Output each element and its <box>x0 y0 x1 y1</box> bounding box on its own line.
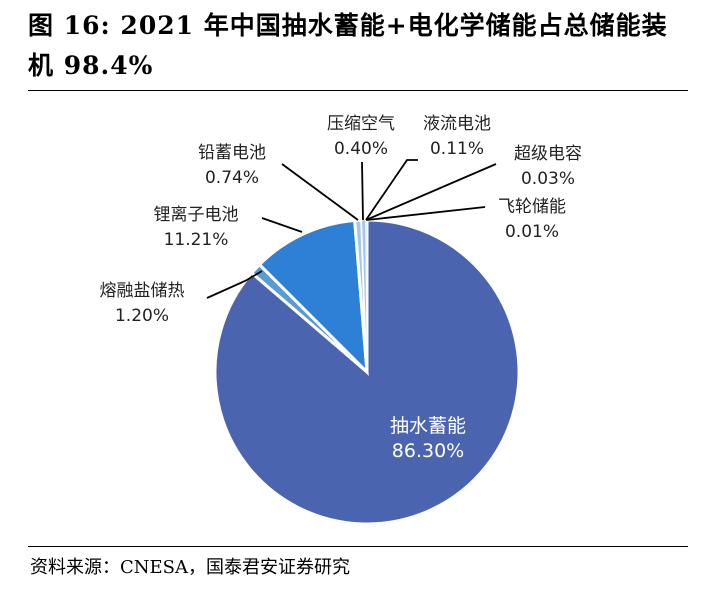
slice-name-label: 锂离子电池 <box>154 205 239 225</box>
slice-value-label: 0.40% <box>334 139 388 159</box>
source-note: 资料来源：CNESA，国泰君安证券研究 <box>30 557 350 578</box>
slice-value-label: 86.30% <box>392 440 464 462</box>
leader-line <box>365 159 418 221</box>
slice-name-label: 超级电容 <box>514 144 582 164</box>
slice-value-label: 11.21% <box>164 230 229 250</box>
slice-value-label: 0.01% <box>505 222 559 242</box>
title-rule <box>28 90 688 91</box>
leader-line <box>365 163 497 221</box>
slice-name-label: 飞轮储能 <box>498 197 566 217</box>
slice-value-label: 0.11% <box>430 139 484 159</box>
source-rule <box>28 546 688 547</box>
leader-line <box>261 217 303 233</box>
pie-slice <box>257 218 369 376</box>
slice-name-label: 液流电池 <box>423 114 491 134</box>
figure-title: 图 16: 2021 年中国抽水蓄能+电化学储能占总储能装机 98.4% <box>28 11 668 80</box>
leader-line <box>281 163 359 221</box>
slice-value-label: 0.74% <box>205 168 259 188</box>
slice-name-label: 抽水蓄能 <box>390 415 466 437</box>
slice-value-label: 0.03% <box>521 169 575 189</box>
slice-value-label: 1.20% <box>115 306 169 326</box>
slice-name-label: 压缩空气 <box>327 114 395 134</box>
slice-name-label: 熔融盐储热 <box>100 281 185 301</box>
slice-name-label: 铅蓄电池 <box>198 143 266 163</box>
leader-line <box>206 270 263 299</box>
leader-line <box>361 161 364 221</box>
leader-line <box>366 206 486 221</box>
